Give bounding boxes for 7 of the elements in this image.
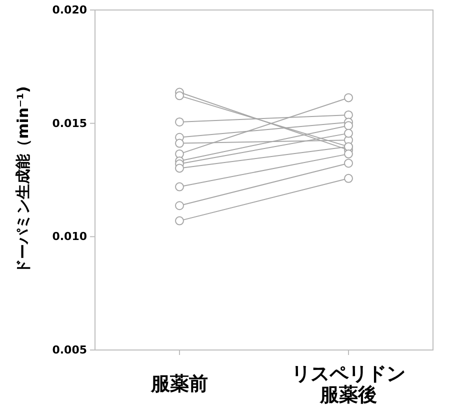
y-tick-label: 0.020: [52, 4, 88, 17]
y-tick-label: 0.010: [52, 230, 88, 244]
y-tick-label: 0.005: [52, 344, 87, 357]
x-tick-label: リスペリドン服薬後: [292, 363, 406, 406]
y-axis-title: ドーパミン生成能（min⁻¹): [14, 86, 32, 274]
x-tick-label: 服薬前: [150, 373, 208, 395]
y-tick-label: 0.015: [52, 116, 87, 130]
